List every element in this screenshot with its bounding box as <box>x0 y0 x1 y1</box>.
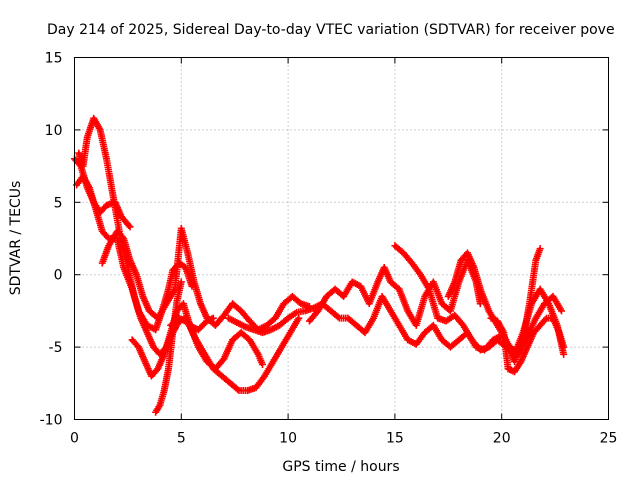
y-tick-label: 15 <box>45 51 63 67</box>
x-tick-label: 10 <box>279 431 297 447</box>
data-point <box>126 223 134 231</box>
x-tick-label: 0 <box>70 431 79 447</box>
y-tick-label: 5 <box>54 195 63 211</box>
x-tick-label: 25 <box>600 431 618 447</box>
plot-frame <box>74 57 609 420</box>
y-axis-label: SDTVAR / TECUs <box>8 181 24 296</box>
data-point <box>258 360 266 368</box>
data-point <box>536 245 544 253</box>
y-tick-label: -5 <box>49 340 63 356</box>
data-point <box>560 350 568 358</box>
grid <box>74 57 609 420</box>
series-arc-12 <box>487 314 568 376</box>
data-point <box>234 385 242 393</box>
x-tick-label: 20 <box>493 431 511 447</box>
data-point <box>560 343 568 351</box>
y-tick-label: -10 <box>40 413 63 429</box>
data-point <box>125 221 133 229</box>
y-tick-label: 10 <box>45 123 63 139</box>
series-arc-7 <box>167 314 303 395</box>
data-point <box>558 307 566 315</box>
chart-title: Day 214 of 2025, Sidereal Day-to-day VTE… <box>47 22 615 38</box>
data-point <box>334 313 342 321</box>
x-axis-label: GPS time / hours <box>282 459 399 475</box>
data-point <box>177 278 185 286</box>
data-series <box>71 114 568 416</box>
x-tick-label: 15 <box>386 431 404 447</box>
data-point <box>541 316 549 324</box>
series-arc-4 <box>98 224 313 334</box>
x-tick-label: 5 <box>177 431 186 447</box>
y-tick-label: 0 <box>54 268 63 284</box>
data-point <box>103 233 111 241</box>
data-point <box>295 314 303 322</box>
